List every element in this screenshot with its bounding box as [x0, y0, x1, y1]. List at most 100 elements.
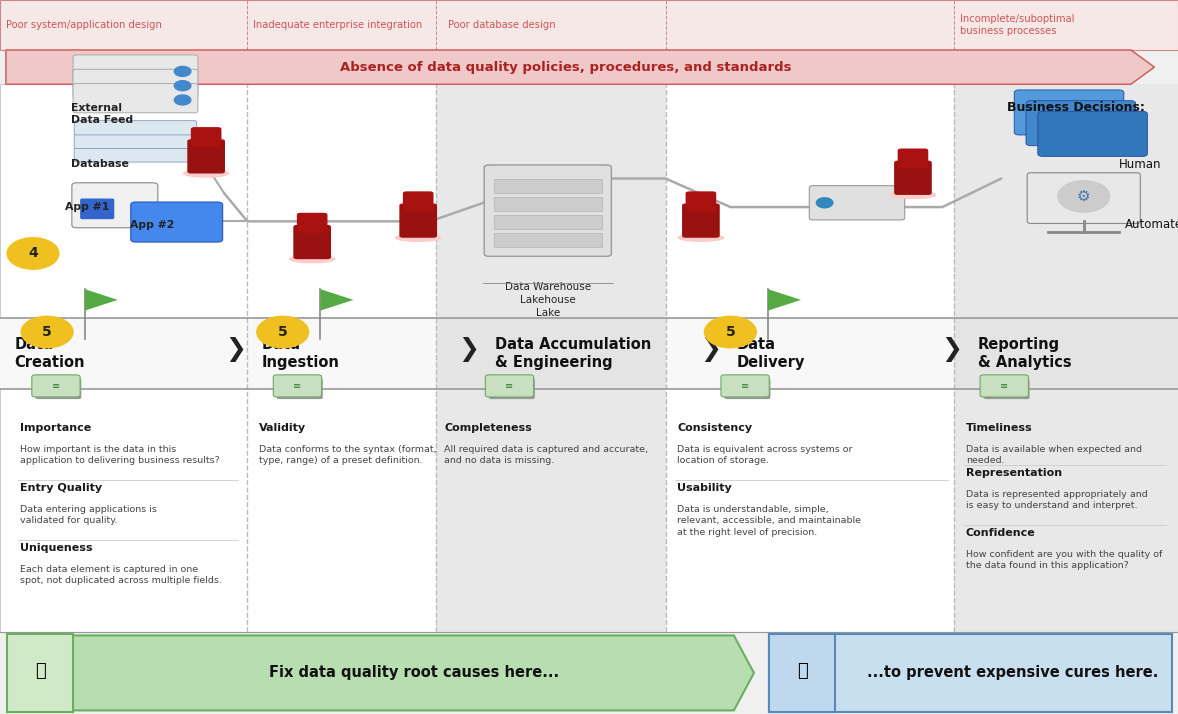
FancyBboxPatch shape	[686, 191, 716, 211]
FancyBboxPatch shape	[682, 203, 720, 238]
FancyBboxPatch shape	[984, 378, 1030, 399]
Text: Consistency: Consistency	[677, 423, 753, 433]
Circle shape	[1058, 181, 1110, 212]
FancyBboxPatch shape	[297, 213, 327, 233]
Text: ≡: ≡	[741, 381, 749, 391]
FancyBboxPatch shape	[494, 233, 602, 247]
Text: How confident are you with the quality of
the data found in this application?: How confident are you with the quality o…	[966, 550, 1163, 570]
Circle shape	[174, 81, 191, 91]
FancyBboxPatch shape	[980, 375, 1028, 397]
FancyBboxPatch shape	[809, 186, 905, 220]
Text: Timeliness: Timeliness	[966, 423, 1033, 433]
FancyBboxPatch shape	[485, 375, 534, 397]
FancyBboxPatch shape	[73, 55, 198, 84]
Text: Fix data quality root causes here...: Fix data quality root causes here...	[269, 665, 560, 680]
FancyBboxPatch shape	[494, 215, 602, 229]
FancyBboxPatch shape	[484, 165, 611, 256]
FancyBboxPatch shape	[273, 375, 322, 397]
Text: Uniqueness: Uniqueness	[20, 543, 93, 553]
Circle shape	[21, 316, 73, 348]
FancyBboxPatch shape	[954, 318, 1178, 389]
Ellipse shape	[889, 191, 937, 199]
Text: ❯: ❯	[225, 337, 246, 363]
Text: Business Decisions:: Business Decisions:	[1007, 101, 1145, 114]
Text: ≡: ≡	[505, 381, 514, 391]
Text: Data
Ingestion: Data Ingestion	[262, 337, 339, 370]
FancyBboxPatch shape	[1027, 173, 1140, 223]
Text: ≡: ≡	[52, 381, 60, 391]
Text: Inadequate enterprise integration: Inadequate enterprise integration	[253, 20, 423, 30]
Text: Confidence: Confidence	[966, 528, 1035, 538]
Text: Database: Database	[71, 159, 128, 169]
FancyBboxPatch shape	[436, 84, 666, 632]
FancyBboxPatch shape	[1026, 101, 1136, 146]
Text: Data Warehouse
Lakehouse
Lake: Data Warehouse Lakehouse Lake	[504, 282, 591, 318]
Text: Data is equivalent across systems or
location of storage.: Data is equivalent across systems or loc…	[677, 445, 853, 466]
FancyBboxPatch shape	[74, 121, 197, 135]
FancyBboxPatch shape	[191, 127, 221, 147]
Text: Data
Delivery: Data Delivery	[736, 337, 805, 370]
FancyBboxPatch shape	[35, 378, 81, 399]
FancyBboxPatch shape	[0, 318, 1178, 389]
Ellipse shape	[183, 169, 230, 178]
Circle shape	[7, 238, 59, 269]
FancyBboxPatch shape	[7, 634, 73, 712]
Text: Data is represented appropriately and
is easy to understand and interpret.: Data is represented appropriately and is…	[966, 490, 1147, 511]
FancyBboxPatch shape	[0, 0, 1178, 50]
FancyBboxPatch shape	[724, 378, 770, 399]
FancyBboxPatch shape	[277, 378, 323, 399]
Text: 5: 5	[278, 325, 287, 339]
Ellipse shape	[289, 255, 336, 263]
FancyBboxPatch shape	[436, 318, 666, 389]
FancyBboxPatch shape	[954, 84, 1178, 632]
Text: Data entering applications is
validated for quality.: Data entering applications is validated …	[20, 505, 157, 526]
FancyBboxPatch shape	[74, 148, 197, 162]
FancyBboxPatch shape	[403, 191, 434, 211]
Circle shape	[174, 95, 191, 105]
FancyBboxPatch shape	[1014, 90, 1124, 135]
FancyBboxPatch shape	[72, 183, 158, 228]
Circle shape	[704, 316, 756, 348]
Text: Automated: Automated	[1125, 218, 1178, 231]
FancyBboxPatch shape	[1038, 111, 1147, 156]
FancyBboxPatch shape	[494, 197, 602, 211]
FancyBboxPatch shape	[32, 375, 80, 397]
Text: ⚙: ⚙	[1077, 188, 1091, 204]
FancyBboxPatch shape	[494, 179, 602, 193]
Text: Importance: Importance	[20, 423, 91, 433]
Text: ≡: ≡	[1000, 381, 1008, 391]
Text: ≡: ≡	[293, 381, 302, 391]
Text: App #2: App #2	[130, 220, 174, 230]
Ellipse shape	[677, 233, 724, 242]
Text: Absence of data quality policies, procedures, and standards: Absence of data quality policies, proced…	[339, 61, 792, 74]
Text: How important is the data in this
application to delivering business results?: How important is the data in this applic…	[20, 445, 220, 466]
Text: Entry Quality: Entry Quality	[20, 483, 102, 493]
FancyBboxPatch shape	[187, 139, 225, 174]
Text: Each data element is captured in one
spot, not duplicated across multiple fields: Each data element is captured in one spo…	[20, 565, 221, 585]
Text: Human: Human	[1119, 158, 1162, 171]
Text: ❯: ❯	[941, 337, 962, 363]
Text: 💊: 💊	[796, 662, 808, 680]
Text: All required data is captured and accurate,
and no data is missing.: All required data is captured and accura…	[444, 445, 648, 466]
Text: External
Data Feed: External Data Feed	[71, 104, 133, 125]
Text: Data is understandable, simple,
relevant, accessible, and maintainable
at the ri: Data is understandable, simple, relevant…	[677, 505, 861, 537]
Circle shape	[257, 316, 309, 348]
Text: Reporting
& Analytics: Reporting & Analytics	[978, 337, 1071, 370]
Text: 5: 5	[726, 325, 735, 339]
Text: Validity: Validity	[259, 423, 306, 433]
Text: Data conforms to the syntax (format,
type, range) of a preset definition.: Data conforms to the syntax (format, typ…	[259, 445, 437, 466]
Polygon shape	[768, 289, 801, 311]
FancyBboxPatch shape	[74, 134, 197, 149]
Text: Incomplete/suboptimal
business processes: Incomplete/suboptimal business processes	[960, 14, 1074, 36]
Text: ❯: ❯	[700, 337, 721, 363]
FancyBboxPatch shape	[293, 225, 331, 259]
Text: 4: 4	[28, 246, 38, 261]
Text: Poor database design: Poor database design	[448, 20, 555, 30]
Text: Representation: Representation	[966, 468, 1063, 478]
Text: Data
Creation: Data Creation	[14, 337, 85, 370]
Polygon shape	[320, 289, 353, 311]
FancyBboxPatch shape	[894, 161, 932, 195]
FancyBboxPatch shape	[0, 84, 1178, 632]
FancyBboxPatch shape	[489, 378, 535, 399]
Text: Data is available when expected and needed.: Data is available when expected and need…	[966, 445, 1141, 466]
